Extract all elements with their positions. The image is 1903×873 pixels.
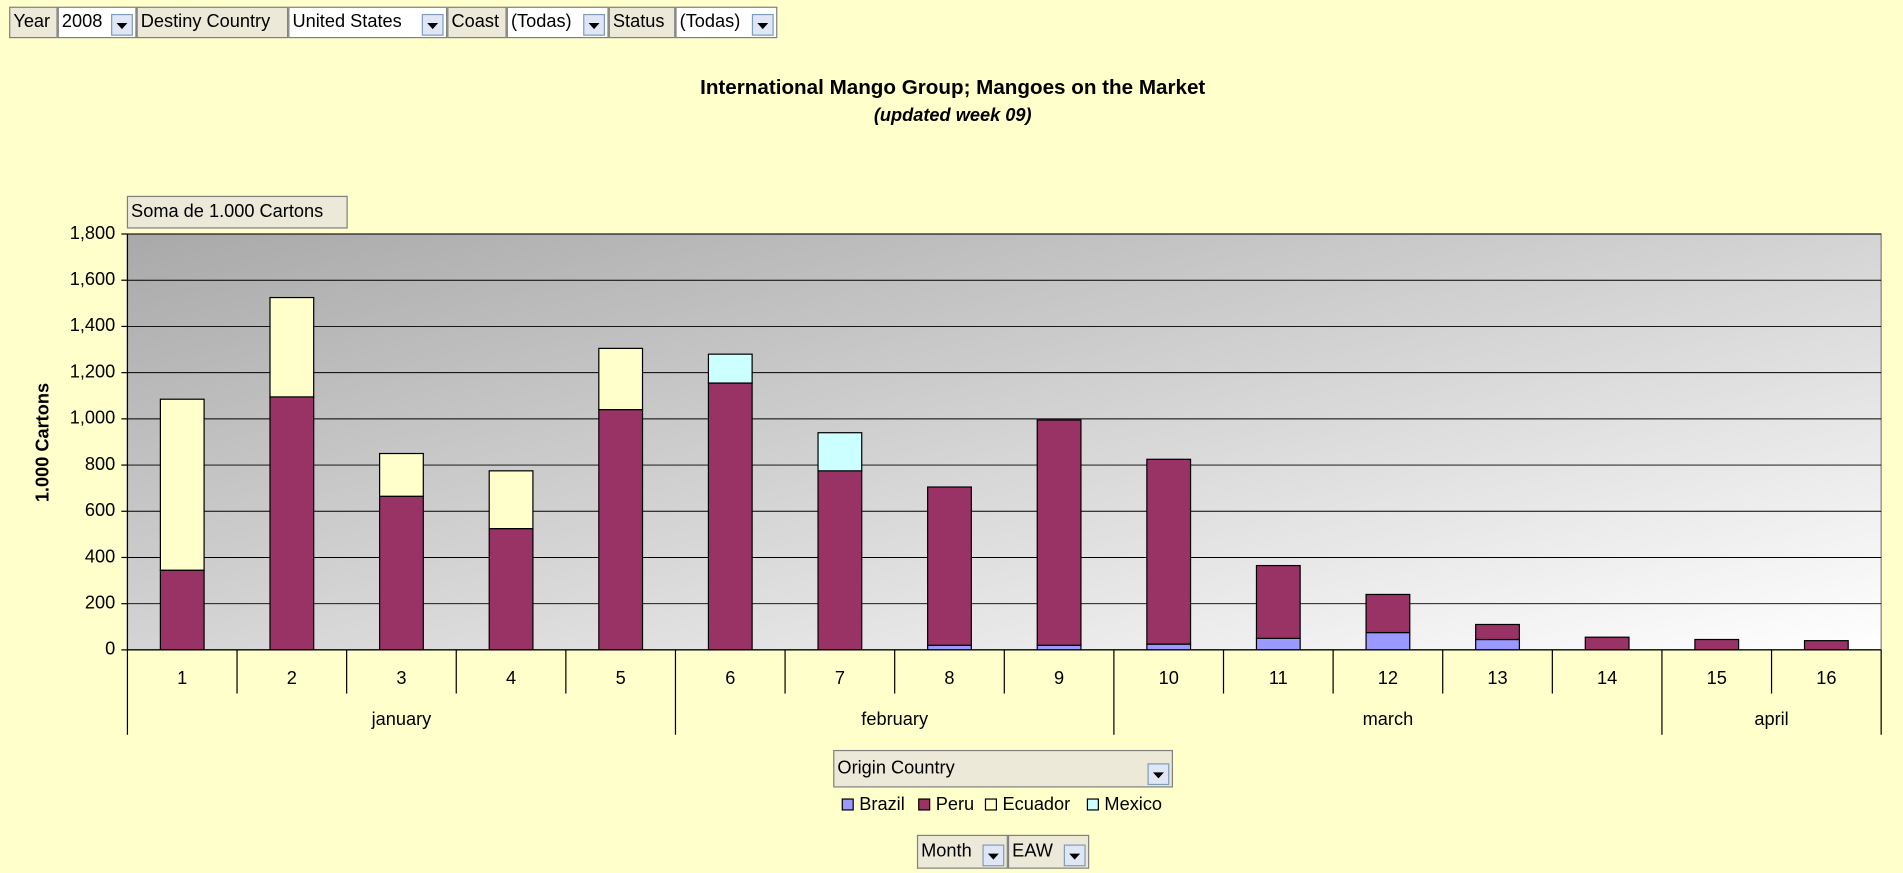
legend-label: Peru xyxy=(936,794,974,814)
y-tick-label: 1,800 xyxy=(70,223,116,243)
data-field-button-box[interactable] xyxy=(126,195,348,229)
x-tick-label: 7 xyxy=(835,668,845,688)
dropdown-arrow xyxy=(987,853,999,860)
bar-segment xyxy=(1036,419,1082,646)
bar-segment xyxy=(1803,640,1849,651)
y-tick-label: 600 xyxy=(85,500,115,520)
bar-segment xyxy=(1255,637,1301,651)
bar-segment xyxy=(1365,593,1411,634)
bar-segment xyxy=(1146,458,1192,645)
filter-value: (Todas) xyxy=(680,11,741,31)
bar-segment xyxy=(269,296,315,398)
bar-segment xyxy=(1584,636,1630,651)
x-tick-label: 2 xyxy=(287,668,297,688)
bar-segment xyxy=(488,470,534,530)
chart-title: International Mango Group; Mangoes on th… xyxy=(700,76,1205,99)
bar-segment xyxy=(378,495,424,651)
legend-label: Brazil xyxy=(859,794,905,814)
month-label: march xyxy=(1363,709,1414,729)
filter-field-box[interactable] xyxy=(608,6,676,39)
month-label: february xyxy=(861,709,929,729)
filter-value: United States xyxy=(292,11,401,31)
filter-value: (Todas) xyxy=(511,11,572,31)
bar-segment xyxy=(1146,643,1192,651)
x-tick-label: 3 xyxy=(396,668,406,688)
y-axis-label: 1.000 Cartons xyxy=(32,383,52,502)
bar-segment xyxy=(817,470,863,651)
bar-segment xyxy=(927,486,972,646)
legend-swatch xyxy=(1086,798,1099,811)
x-tick-label: 10 xyxy=(1159,668,1179,688)
x-tick-label: 1 xyxy=(177,668,187,688)
filter-field-box[interactable] xyxy=(136,6,289,39)
legend-swatch xyxy=(841,798,854,811)
filter-value-box[interactable] xyxy=(288,6,448,39)
y-tick-label: 800 xyxy=(85,454,115,474)
bar-segment xyxy=(1255,564,1301,639)
bar-segment xyxy=(707,382,753,651)
legend-field-button: Origin Country xyxy=(837,758,955,778)
filter-value: 2008 xyxy=(62,11,102,31)
y-tick-label: 1,000 xyxy=(70,408,116,428)
filter-field: Year xyxy=(13,11,50,31)
bar-segment xyxy=(1694,638,1740,651)
legend-label: Ecuador xyxy=(1002,794,1070,814)
y-tick-label: 400 xyxy=(85,546,115,566)
data-field-button: Soma de 1.000 Cartons xyxy=(131,201,323,221)
dropdown-arrow xyxy=(116,23,128,30)
row-field-button: Month xyxy=(921,841,972,861)
x-tick-label: 6 xyxy=(725,668,735,688)
filter-field: Status xyxy=(613,11,665,31)
bar-segment xyxy=(927,644,972,651)
x-tick-label: 8 xyxy=(944,668,954,688)
x-tick-label: 16 xyxy=(1816,668,1836,688)
month-label: april xyxy=(1754,709,1788,729)
x-tick-label: 15 xyxy=(1707,668,1727,688)
month-label: january xyxy=(371,709,433,729)
y-tick-label: 200 xyxy=(85,593,115,613)
x-tick-label: 13 xyxy=(1487,668,1507,688)
bar-segment xyxy=(1036,644,1082,651)
bar-segment xyxy=(707,353,753,384)
filter-field-box[interactable] xyxy=(447,6,507,39)
legend-swatch xyxy=(984,798,998,811)
filter-field: Coast xyxy=(451,11,499,31)
legend-field-button-box[interactable] xyxy=(833,749,1173,788)
x-tick-label: 9 xyxy=(1054,668,1064,688)
bar-segment xyxy=(598,347,644,411)
bar-segment xyxy=(1475,623,1520,641)
bar-segment xyxy=(378,452,424,497)
x-tick-label: 11 xyxy=(1269,668,1288,688)
y-tick-label: 1,200 xyxy=(70,361,116,381)
bar-segment xyxy=(1365,631,1411,651)
legend-swatch xyxy=(918,798,931,811)
x-tick-label: 4 xyxy=(506,668,516,688)
chart-subtitle: (updated week 09) xyxy=(874,105,1032,125)
bar-segment xyxy=(488,527,534,651)
bar-segment xyxy=(159,569,205,651)
dropdown-arrow xyxy=(427,23,439,30)
dropdown-arrow xyxy=(757,23,769,30)
x-tick-label: 14 xyxy=(1597,668,1617,688)
row-field-button: EAW xyxy=(1012,841,1054,861)
filter-field: Destiny Country xyxy=(141,11,271,31)
y-tick-label: 1,400 xyxy=(70,315,116,335)
bar-segment xyxy=(269,396,315,651)
x-tick-label: 5 xyxy=(616,668,626,688)
x-tick-label: 12 xyxy=(1378,668,1398,688)
dropdown-arrow xyxy=(588,23,600,30)
legend-label: Mexico xyxy=(1104,794,1162,814)
bar-segment xyxy=(817,432,863,472)
bar-segment xyxy=(159,398,205,571)
dropdown-arrow xyxy=(1152,772,1164,779)
bar-segment xyxy=(1475,638,1520,651)
bar-segment xyxy=(598,409,644,651)
y-tick-label: 0 xyxy=(105,639,115,659)
y-tick-label: 1,600 xyxy=(70,269,116,289)
dropdown-arrow xyxy=(1069,853,1081,860)
filter-field-box[interactable] xyxy=(9,6,58,39)
